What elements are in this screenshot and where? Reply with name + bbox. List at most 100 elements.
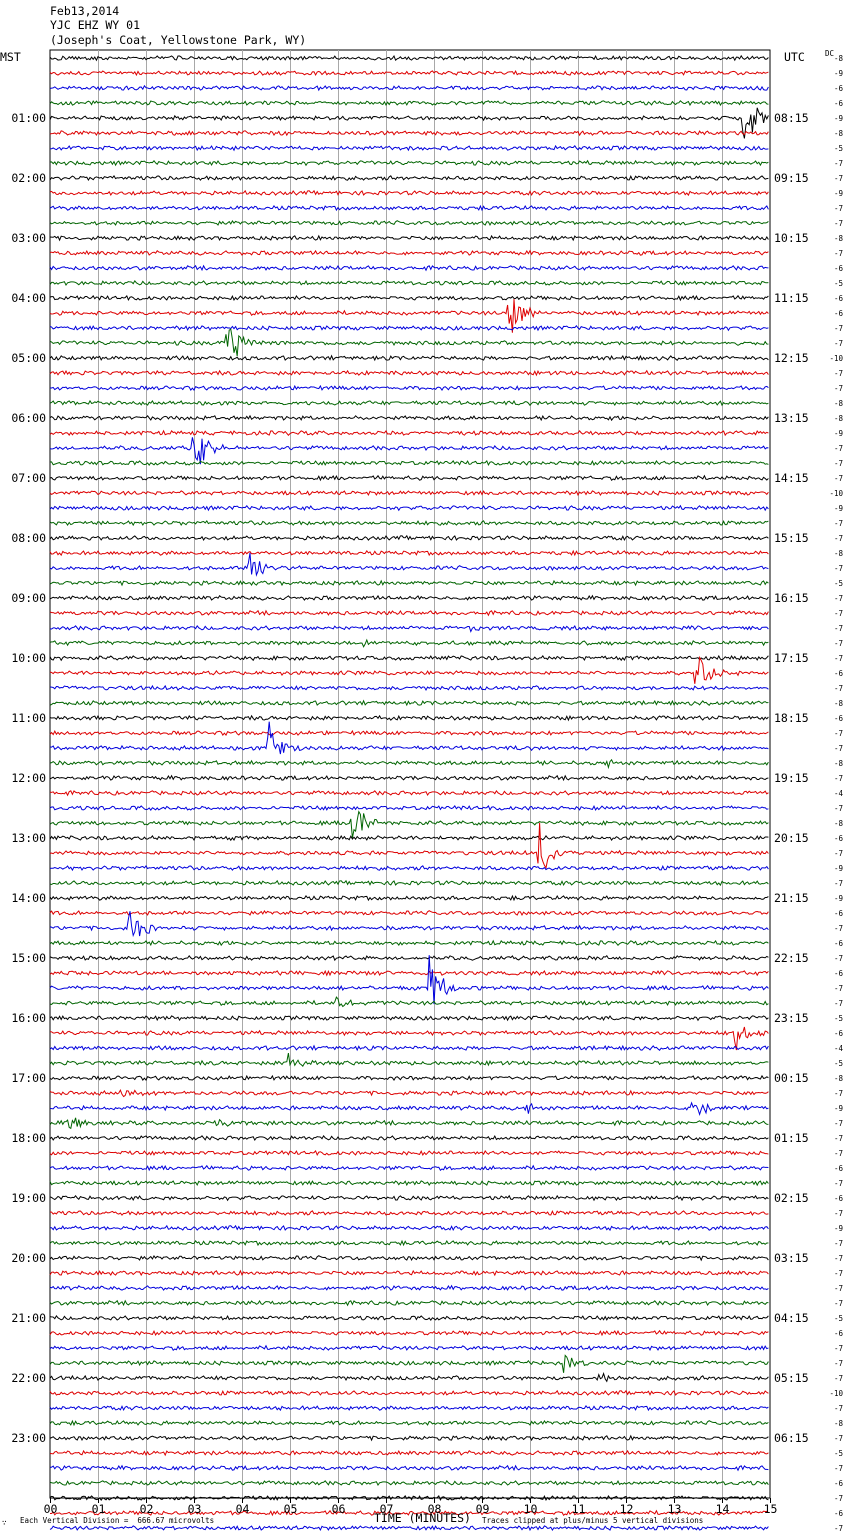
x-tick-label: 00 <box>44 1502 58 1516</box>
utc-hour-label: 11:15 <box>774 291 809 305</box>
seismic-trace <box>49 1525 769 1532</box>
seismic-trace <box>49 437 769 465</box>
dc-offset-label: -7 <box>834 474 843 483</box>
dc-offset-label: -6 <box>834 1164 844 1173</box>
seismic-trace <box>49 130 769 137</box>
dc-offset-label: -7 <box>834 384 843 393</box>
utc-hour-label: 19:15 <box>774 771 809 785</box>
x-tick-label: 09 <box>476 1502 490 1516</box>
seismic-trace <box>49 1419 769 1427</box>
seismic-trace <box>49 1014 769 1022</box>
dc-offset-label: -8 <box>834 234 844 243</box>
utc-hour-label: 08:15 <box>774 111 809 125</box>
seismic-trace <box>49 810 769 839</box>
seismic-trace <box>49 1224 769 1232</box>
dc-offset-label: -9 <box>834 429 843 438</box>
dc-offset-label: -6 <box>834 294 844 303</box>
dc-offset-label: -7 <box>834 1374 843 1383</box>
dc-offset-label: -7 <box>834 1494 843 1503</box>
seismic-trace <box>49 399 769 407</box>
seismic-trace <box>49 159 769 167</box>
seismic-trace <box>49 1464 769 1472</box>
seismic-trace <box>49 624 769 633</box>
dc-offset-label: -7 <box>834 744 843 753</box>
dc-offset-label: -9 <box>834 504 843 513</box>
seismic-trace <box>49 1044 769 1052</box>
dc-offset-label: -8 <box>834 699 844 708</box>
dc-offset-label: -6 <box>834 909 844 918</box>
seismic-trace <box>49 954 769 962</box>
seismic-trace <box>49 804 769 812</box>
dc-offset-label: -10 <box>829 1389 843 1398</box>
seismic-trace <box>49 534 769 542</box>
seismic-trace <box>49 144 769 152</box>
mst-hour-label: 08:00 <box>11 531 46 545</box>
utc-hour-label: 13:15 <box>774 411 809 425</box>
dc-offset-label: -7 <box>834 159 843 168</box>
seismic-trace <box>49 1434 769 1442</box>
seismic-trace <box>49 279 769 287</box>
x-tick-label: 04 <box>236 1502 250 1516</box>
seismic-trace <box>49 911 769 938</box>
seismic-trace <box>49 1372 769 1383</box>
mst-axis-label: MST <box>0 50 21 64</box>
mst-hour-label: 02:00 <box>11 171 46 185</box>
dc-offset-label: -6 <box>834 1194 844 1203</box>
seismic-trace <box>49 969 769 977</box>
dc-offset-label: -4 <box>834 789 844 798</box>
seismic-trace <box>49 684 769 692</box>
seismic-trace <box>49 1509 769 1517</box>
dc-offset-label: -7 <box>834 444 843 453</box>
mst-hour-label: 03:00 <box>11 231 46 245</box>
seismic-trace <box>49 594 769 601</box>
x-tick-label: 12 <box>620 1502 634 1516</box>
seismic-trace <box>49 939 769 947</box>
date-label: Feb13,2014 <box>50 4 120 18</box>
seismic-trace <box>49 414 769 422</box>
dc-offset-label: -7 <box>834 954 843 963</box>
seismic-trace <box>49 1479 769 1487</box>
dc-offset-label: -5 <box>834 144 843 153</box>
dc-offset-label: -7 <box>834 1284 843 1293</box>
x-tick-label: 14 <box>716 1502 730 1516</box>
utc-hour-label: 18:15 <box>774 711 809 725</box>
seismic-trace <box>49 264 769 272</box>
seismic-trace <box>49 504 769 512</box>
dc-offset-label: -8 <box>834 759 844 768</box>
utc-hour-label: 03:15 <box>774 1251 809 1265</box>
dc-offset-label: -10 <box>829 354 843 363</box>
seismic-trace <box>49 1254 769 1262</box>
utc-hour-label: 02:15 <box>774 1191 809 1205</box>
seismic-trace <box>49 354 769 362</box>
utc-hour-label: 10:15 <box>774 231 809 245</box>
x-tick-label: 13 <box>668 1502 682 1516</box>
seismic-trace <box>49 84 769 92</box>
dc-offset-label: -8 <box>834 54 844 63</box>
seismic-trace <box>49 1239 769 1247</box>
dc-offset-label: -5 <box>834 279 843 288</box>
seismic-trace <box>49 549 769 557</box>
seismic-trace <box>49 1314 769 1322</box>
utc-hour-label: 01:15 <box>774 1131 809 1145</box>
utc-hour-label: 17:15 <box>774 651 809 665</box>
seismic-trace <box>49 328 769 357</box>
mst-hour-label: 15:00 <box>11 951 46 965</box>
utc-hour-label: 14:15 <box>774 471 809 485</box>
x-tick-label: 02 <box>140 1502 154 1516</box>
seismic-trace <box>49 894 769 902</box>
seismic-trace <box>49 1449 769 1457</box>
utc-hour-label: 15:15 <box>774 531 809 545</box>
dc-offset-label: -7 <box>834 174 843 183</box>
utc-hour-label: 09:15 <box>774 171 809 185</box>
dc-offset-label: -7 <box>834 1359 843 1368</box>
seismic-trace <box>49 1194 769 1202</box>
dc-offset-label: -7 <box>834 1299 843 1308</box>
dc-offset-label: -7 <box>834 1089 843 1098</box>
dc-offset-label: -7 <box>834 564 843 573</box>
seismic-trace <box>49 249 769 256</box>
dc-offset-label: -8 <box>834 129 844 138</box>
seismic-trace <box>49 1149 769 1157</box>
location-label: (Joseph's Coat, Yellowstone Park, WY) <box>50 33 307 47</box>
dc-offset-label: -8 <box>834 549 844 558</box>
dc-offset-label: -7 <box>834 519 843 528</box>
